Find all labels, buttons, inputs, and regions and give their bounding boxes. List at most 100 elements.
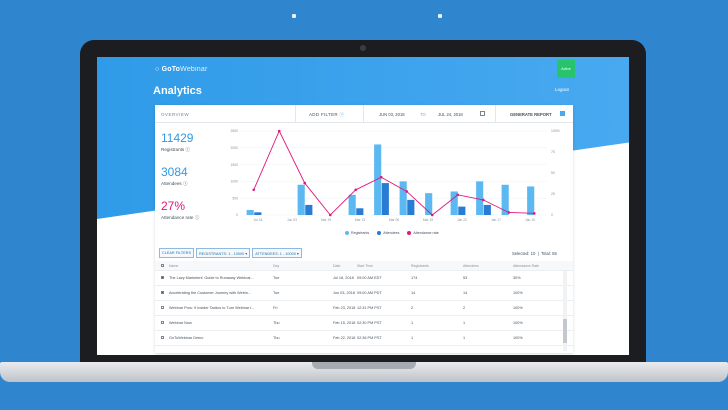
legend-label: Attendees: [383, 231, 400, 235]
legend-dot: [407, 231, 412, 235]
cell-reg: 1: [411, 321, 414, 325]
table-row[interactable]: Accelerating the Customer Journey with W…: [155, 286, 573, 301]
table-row[interactable]: Webinar Now Thu Feb 15, 2018 02:30 PM PST 1 1…: [155, 316, 573, 331]
column-header[interactable]: Name: [169, 264, 179, 268]
cell-day: Fri: [273, 306, 278, 310]
filter-bar: CLEAR FILTERS REGISTRANTS: 1 - 10000 ▾ A…: [159, 248, 302, 258]
table-row[interactable]: The Lazy Marketers' Guide to Runaway Web…: [155, 271, 573, 286]
table-scrollbar[interactable]: [563, 271, 567, 351]
cell-att: 1: [463, 321, 466, 325]
x-tick-label: Mar 13: [355, 218, 365, 222]
logo-circle-icon: ○: [155, 66, 162, 73]
registrants-count: 11429: [161, 131, 194, 145]
column-header[interactable]: Registrants: [411, 264, 429, 268]
x-tick-label: Jan 15: [525, 218, 535, 222]
cell-date: Feb 15, 2018: [333, 321, 356, 325]
x-tick-label: Jan 17: [491, 218, 501, 222]
column-header[interactable]: Start Time: [357, 264, 373, 268]
attendance-rate-label: Attendance rate ⓘ: [161, 215, 199, 221]
rate-point: [379, 175, 383, 179]
y2-tick-label: 0: [551, 213, 553, 217]
attendees-label-text: Attendees: [161, 181, 182, 186]
cell-time: 12:31 PM PST: [357, 306, 382, 310]
clear-filters-button[interactable]: CLEAR FILTERS: [159, 248, 195, 258]
cell-rate: 100%: [513, 336, 523, 340]
rate-point: [481, 198, 485, 202]
cell-date: Jul 18, 2018: [333, 276, 354, 280]
cell-rate: 100%: [513, 321, 523, 325]
column-header[interactable]: Attendance Rate: [513, 264, 540, 268]
x-tick-label: Jun 03: [287, 218, 297, 222]
row-checkbox[interactable]: [161, 306, 164, 309]
add-filter-button[interactable]: ADD FILTER ⓥ: [309, 112, 344, 118]
cell-day: Thu: [273, 321, 280, 325]
dot-decoration: [292, 14, 296, 18]
page-title: Analytics: [153, 85, 202, 97]
bar-registrants: [297, 184, 305, 215]
overview-label: OVERVIEW: [161, 112, 190, 117]
cell-rate: 100%: [513, 291, 523, 295]
info-icon[interactable]: ⓘ: [185, 147, 191, 152]
header-divider: [363, 105, 364, 123]
table-row[interactable]: GoToWebinar Demo Thu Feb 22, 2018 02:36 PM …: [155, 331, 573, 346]
app-logo: ○ GoToWebinar: [155, 66, 207, 73]
analytics-card: OVERVIEW ADD FILTER ⓥ JUN 03, 2018 TO JU…: [155, 105, 573, 353]
attendees-label: Attendees ⓘ: [161, 181, 188, 187]
table-row[interactable]: Webinar Pros: 9 Insider Tactics to Turn …: [155, 301, 573, 316]
row-checkbox[interactable]: [161, 321, 164, 324]
cell-att: 14: [463, 291, 468, 295]
rate-point: [507, 211, 511, 214]
rate-point: [252, 188, 256, 192]
bar-registrants: [348, 194, 356, 215]
generate-report-button[interactable]: GENERATE REPORT: [510, 112, 552, 117]
selected-count: Selected: 10: [512, 251, 536, 256]
column-header[interactable]: Date: [333, 264, 341, 268]
legend-item-attendees: Attendees: [377, 231, 399, 235]
report-icon[interactable]: [560, 111, 565, 116]
attendees-count: 3084: [161, 165, 188, 179]
rate-point: [354, 188, 358, 192]
cell-att: 1: [463, 336, 466, 340]
row-checkbox[interactable]: [161, 336, 164, 339]
webcam-icon: [360, 45, 366, 51]
x-tick-label: Jan 22: [457, 218, 467, 222]
info-icon[interactable]: ⓘ: [182, 181, 188, 186]
registrants-filter[interactable]: REGISTRANTS: 1 - 10000 ▾: [196, 248, 251, 258]
y2-tick-label: 25: [551, 192, 555, 196]
rate-point: [430, 213, 434, 217]
rate-point: [328, 213, 332, 217]
table-header: Name Day Date Start Time Registrants Att…: [155, 261, 573, 271]
legend-dot: [345, 231, 349, 235]
x-tick-label: Jul 18: [254, 218, 263, 222]
row-checkbox[interactable]: [161, 276, 164, 279]
registrants-filter-label: REGISTRANTS: 1 - 10000: [199, 251, 245, 256]
bar-registrants: [527, 186, 535, 215]
account-badge[interactable]: Active: [557, 60, 575, 78]
column-header[interactable]: Day: [273, 264, 280, 268]
row-checkbox[interactable]: [161, 291, 164, 294]
attendees-filter[interactable]: ATTENDEES: 1 - 10000 ▾: [252, 248, 302, 258]
rate-point: [277, 129, 281, 133]
column-header[interactable]: Attendees: [463, 264, 479, 268]
webinar-table: Name Day Date Start Time Registrants Att…: [155, 261, 573, 346]
laptop-lid: ○ GoToWebinar Active Logout Analytics OV…: [80, 40, 646, 368]
y-tick-label: 500: [232, 196, 238, 200]
scrollbar-thumb[interactable]: [563, 319, 567, 343]
y-tick-label: 2500: [230, 129, 238, 133]
date-to-field[interactable]: JUL 24, 2018: [438, 112, 463, 117]
bar-registrants: [476, 181, 484, 215]
card-header: OVERVIEW ADD FILTER ⓥ JUN 03, 2018 TO JU…: [155, 105, 573, 123]
logout-link[interactable]: Logout: [555, 87, 569, 92]
info-icon[interactable]: ⓘ: [194, 215, 200, 220]
cell-reg: 1: [411, 336, 414, 340]
rate-point: [405, 190, 409, 193]
bar-attendees: [305, 204, 313, 215]
dot-decoration: [438, 14, 442, 18]
calendar-icon[interactable]: [480, 111, 485, 116]
date-from-field[interactable]: JUN 03, 2018: [379, 112, 405, 117]
select-all-checkbox[interactable]: [161, 264, 164, 267]
rate-line: [253, 129, 535, 216]
y-tick-label: 0: [236, 213, 238, 217]
bar-registrants: [374, 144, 382, 215]
cell-time: 02:30 PM PST: [357, 321, 382, 325]
